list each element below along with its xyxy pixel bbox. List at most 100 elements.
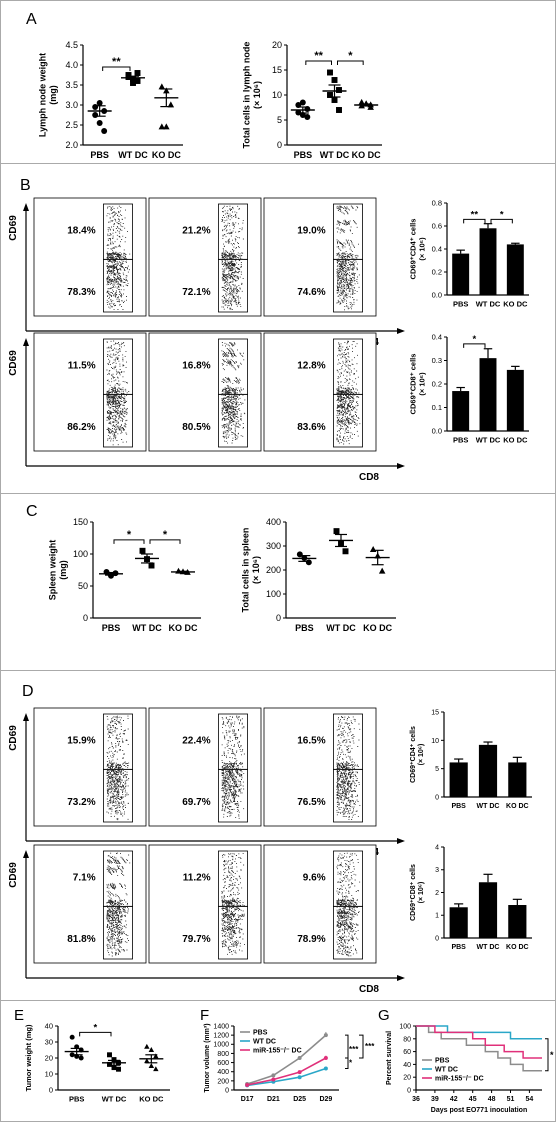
y-axis-label: (× 10⁶)	[417, 372, 426, 396]
x-tick-label: PBS	[451, 944, 466, 951]
significance-bracket	[463, 343, 486, 348]
x-tick-label: D25	[293, 1096, 306, 1103]
gate-percent-lower: 81.8%	[67, 934, 95, 945]
significance-label: *	[349, 1058, 353, 1067]
flow-plot-frame	[148, 844, 262, 964]
arrowhead	[23, 338, 29, 346]
arrowhead	[23, 203, 29, 211]
x-tick-label: PBS	[90, 150, 109, 160]
data-point	[144, 1058, 150, 1064]
data-point	[134, 70, 141, 76]
data-point	[144, 1043, 150, 1049]
y-axis-label: Total cells in spleen	[240, 528, 250, 613]
y-tick-label: 400	[266, 517, 281, 527]
series-line	[246, 1057, 327, 1086]
chart-G: 0 20 40 60 80 100 Percent survival 36 39 42 45 48 51…	[386, 1023, 554, 1114]
flow-y-label: CD69	[8, 350, 19, 376]
y-tick-label: 0	[435, 794, 439, 801]
chart-D2bar: 0 1 2 3 4 CD69⁺CD8⁺ cells (× 10⁶) PBS WT DC KO DC	[410, 844, 532, 951]
gate-percent-lower: 83.6%	[297, 422, 325, 433]
flow-events	[221, 205, 244, 310]
significance-label: *	[93, 1022, 97, 1033]
arrowhead	[23, 713, 29, 721]
flow-events	[221, 853, 245, 955]
bar	[478, 744, 498, 797]
data-point	[139, 547, 146, 554]
y-tick-label: 0.8	[432, 199, 442, 208]
flow-plot-frame	[33, 844, 147, 964]
x-tick-label: PBS	[453, 300, 468, 309]
data-point	[96, 120, 103, 126]
x-tick-label: PBS	[102, 623, 121, 633]
significance-label: *	[127, 529, 132, 541]
flow-plot-frame	[33, 332, 147, 452]
flow-events	[221, 715, 245, 819]
data-point	[163, 123, 170, 130]
y-tick-label: 20	[272, 40, 282, 50]
panel-label-F: F	[200, 1007, 209, 1024]
panel-label-C: C	[26, 503, 38, 520]
data-point	[331, 97, 338, 103]
significance-bracket	[337, 60, 364, 65]
y-tick-label: 600	[217, 1060, 229, 1067]
data-point	[158, 83, 166, 90]
y-tick-label: 1400	[213, 1023, 229, 1030]
data-point	[378, 567, 386, 574]
flow-events	[336, 340, 361, 445]
gate-percent-lower: 73.2%	[67, 797, 95, 808]
x-tick-label: KO DC	[139, 1095, 164, 1104]
legend-label: miR-155⁻/⁻ DC	[435, 1076, 484, 1083]
x-tick-label: PBS	[69, 1095, 84, 1104]
x-tick-label: KO DC	[169, 623, 199, 633]
y-tick-label: 0.2	[432, 380, 442, 389]
x-tick-label: KO DC	[352, 150, 382, 160]
x-tick-label: WT DC	[476, 436, 501, 445]
flow-plot-frame	[33, 707, 147, 827]
data-point	[299, 99, 306, 106]
y-tick-label: 30	[45, 1038, 53, 1047]
panel-label-D: D	[22, 683, 34, 700]
y-axis-label: CD69⁺CD4⁺ cells	[410, 726, 417, 783]
data-point	[358, 98, 365, 105]
significance-label: *	[348, 50, 353, 62]
chart-B2bar: 0.0 0.1 0.2 0.3 0.4 CD69⁺CD8⁺ cells (× 10⁶) PBS…	[409, 333, 529, 445]
y-tick-label: 5	[277, 115, 282, 125]
bar	[449, 907, 468, 938]
x-tick-label: 54	[526, 1096, 534, 1103]
gate-percent-upper: 21.2%	[182, 225, 210, 236]
gate-percent-upper: 7.1%	[73, 872, 96, 883]
y-tick-label: 4.0	[65, 60, 78, 70]
y-tick-label: 1000	[213, 1042, 229, 1049]
legend-label: WT DC	[253, 1039, 276, 1046]
y-tick-label: 40	[403, 1062, 411, 1069]
y-tick-label: 40	[45, 1022, 53, 1031]
y-tick-label: 15	[431, 709, 439, 716]
data-point	[245, 1082, 250, 1087]
flow-row-D1: CD69CD415.9%73.2%22.4%69.7%16.5%76.5%	[8, 707, 405, 858]
data-point	[69, 1034, 75, 1040]
data-point	[148, 562, 155, 569]
panel-label-E: E	[14, 1007, 24, 1024]
data-point	[297, 1056, 302, 1060]
data-point	[367, 103, 374, 110]
y-tick-label: 1200	[213, 1033, 229, 1040]
y-axis-label: Percent survival	[386, 1031, 393, 1085]
y-tick-label: 0.0	[432, 427, 442, 436]
gate-percent-upper: 18.4%	[67, 225, 95, 236]
bar	[508, 905, 527, 938]
significance-label: ***	[365, 1042, 375, 1051]
significance-bracket	[345, 1057, 349, 1070]
x-tick-label: PBS	[294, 150, 313, 160]
chart-A1: 2.0 2.5 3.0 3.5 4.0 4.5 Lymph node weight (mg) P…	[37, 40, 183, 160]
significance-label: **	[314, 50, 323, 62]
y-tick-label: 1	[435, 913, 439, 920]
flow-y-label: CD69	[8, 215, 19, 241]
y-tick-label: 0.4	[432, 245, 442, 254]
y-tick-label: 3.0	[65, 100, 78, 110]
flow-row-B2: CD69 CD8 11.5% 86.2% 16.8% 80.5% 12.8% 83.6%	[8, 332, 405, 483]
legend-label: PBS	[253, 1030, 268, 1037]
y-tick-label: 400	[217, 1069, 229, 1076]
y-tick-label: 2	[435, 890, 439, 897]
y-tick-label: 4	[435, 844, 439, 851]
